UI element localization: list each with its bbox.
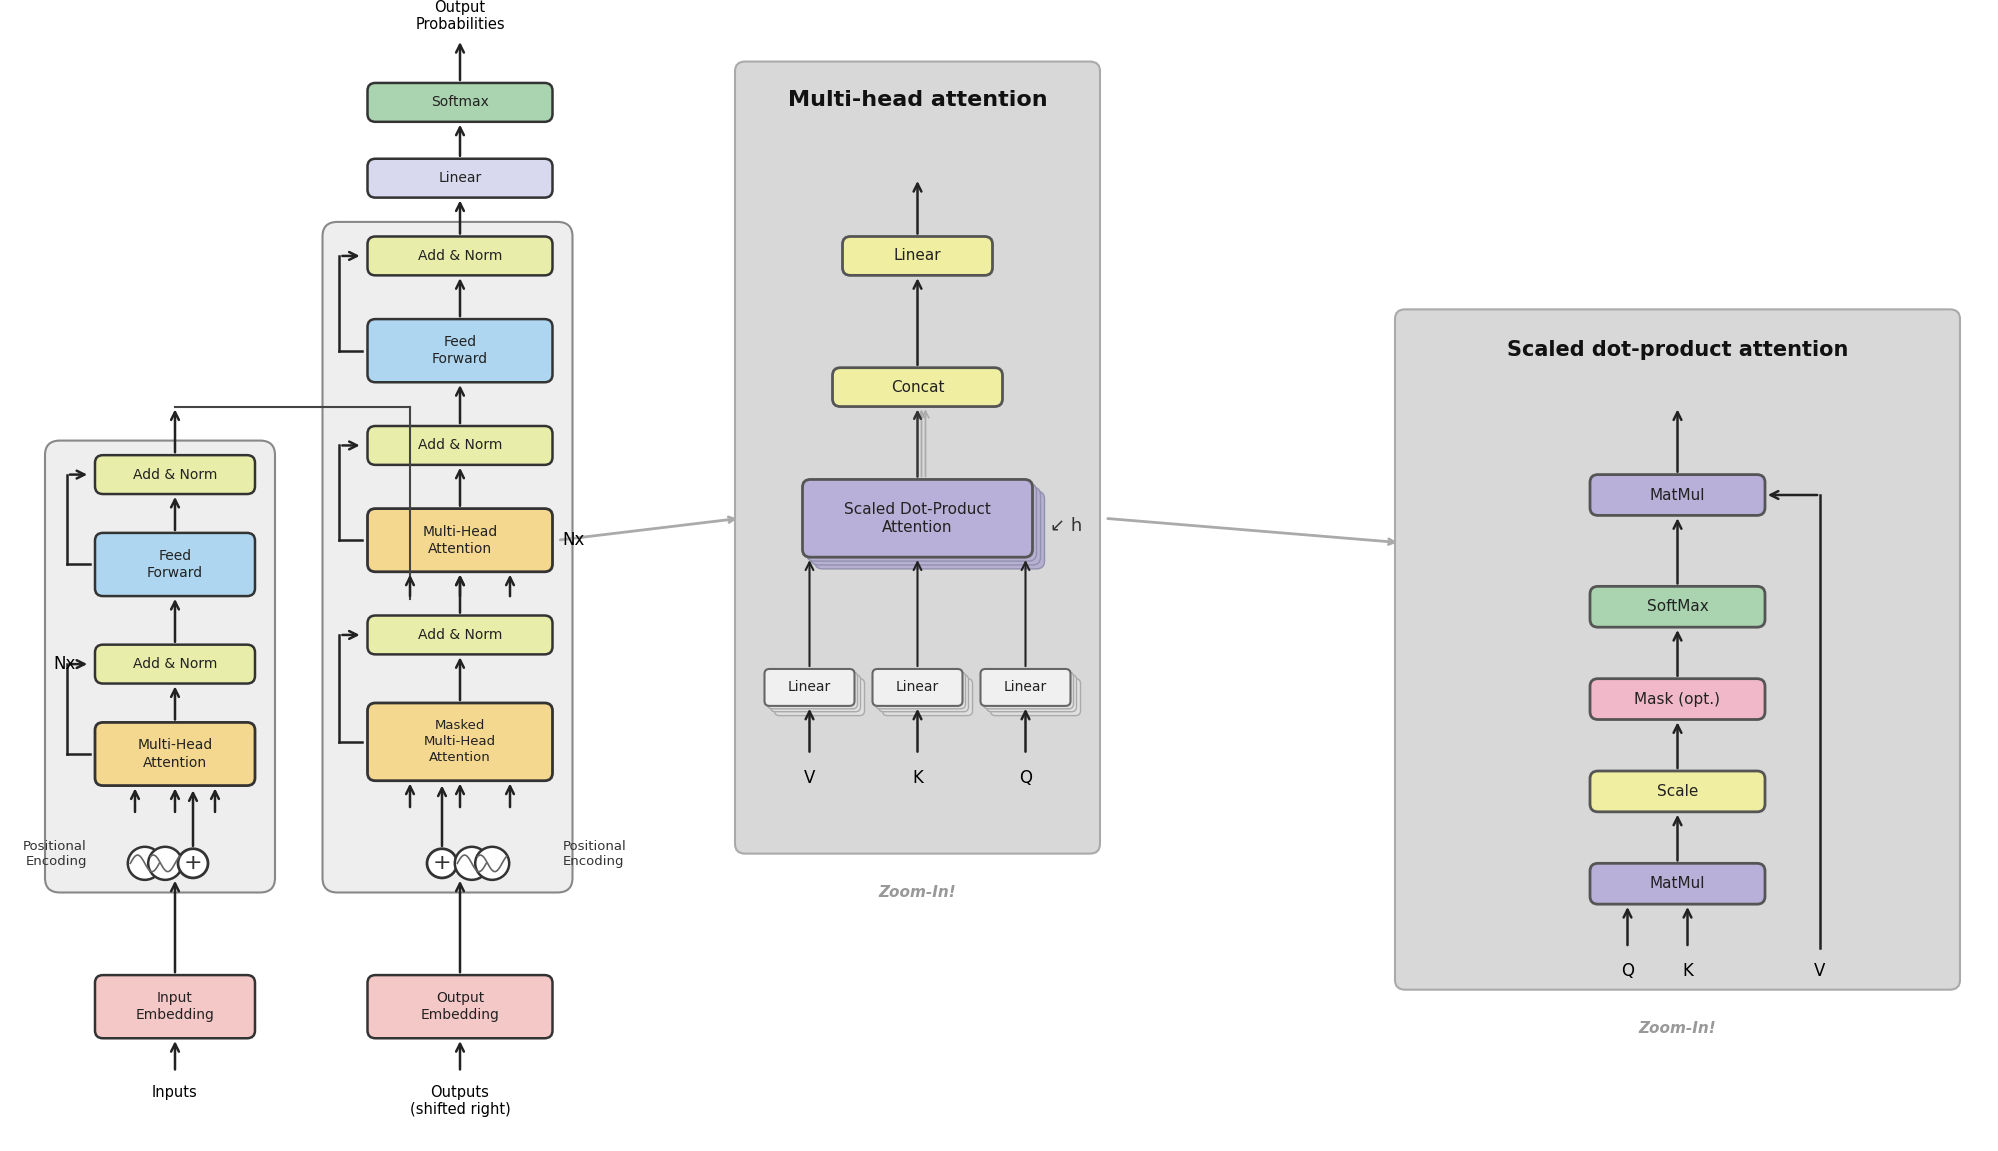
FancyBboxPatch shape bbox=[773, 679, 863, 716]
FancyBboxPatch shape bbox=[979, 669, 1071, 706]
Text: Linear: Linear bbox=[1003, 680, 1047, 694]
FancyBboxPatch shape bbox=[96, 723, 256, 786]
Text: Q: Q bbox=[1019, 769, 1031, 787]
FancyBboxPatch shape bbox=[96, 533, 256, 596]
Text: Output
Probabilities: Output Probabilities bbox=[416, 0, 505, 32]
Text: Zoom-In!: Zoom-In! bbox=[1638, 1021, 1716, 1036]
Text: Nx: Nx bbox=[561, 532, 585, 549]
FancyBboxPatch shape bbox=[809, 487, 1041, 565]
Text: V: V bbox=[1814, 962, 1824, 981]
Circle shape bbox=[148, 847, 182, 879]
FancyBboxPatch shape bbox=[368, 616, 551, 655]
Text: Add & Norm: Add & Norm bbox=[132, 657, 218, 671]
Text: Add & Norm: Add & Norm bbox=[132, 467, 218, 481]
FancyBboxPatch shape bbox=[368, 703, 551, 780]
FancyBboxPatch shape bbox=[1588, 679, 1764, 719]
Text: Multi-head attention: Multi-head attention bbox=[787, 91, 1047, 110]
FancyBboxPatch shape bbox=[368, 83, 551, 122]
Text: Concat: Concat bbox=[891, 380, 943, 395]
Circle shape bbox=[428, 848, 458, 878]
FancyBboxPatch shape bbox=[96, 975, 256, 1038]
Circle shape bbox=[178, 848, 208, 878]
Text: K: K bbox=[911, 769, 923, 787]
FancyBboxPatch shape bbox=[368, 975, 551, 1038]
Text: Zoom-In!: Zoom-In! bbox=[879, 885, 955, 900]
Text: Add & Norm: Add & Norm bbox=[418, 628, 501, 642]
FancyBboxPatch shape bbox=[1588, 474, 1764, 516]
Text: Output
Embedding: Output Embedding bbox=[420, 991, 500, 1022]
Text: SoftMax: SoftMax bbox=[1646, 600, 1708, 615]
FancyBboxPatch shape bbox=[877, 674, 967, 711]
Text: MatMul: MatMul bbox=[1648, 876, 1704, 891]
FancyBboxPatch shape bbox=[96, 645, 256, 684]
FancyBboxPatch shape bbox=[46, 441, 276, 892]
FancyBboxPatch shape bbox=[368, 426, 551, 465]
Text: Multi-Head
Attention: Multi-Head Attention bbox=[422, 525, 498, 556]
FancyBboxPatch shape bbox=[96, 455, 256, 494]
FancyBboxPatch shape bbox=[368, 159, 551, 198]
FancyBboxPatch shape bbox=[1588, 771, 1764, 811]
FancyBboxPatch shape bbox=[1588, 863, 1764, 905]
FancyBboxPatch shape bbox=[1588, 586, 1764, 627]
FancyBboxPatch shape bbox=[875, 672, 965, 709]
Text: ↙ h: ↙ h bbox=[1051, 517, 1083, 535]
FancyBboxPatch shape bbox=[767, 672, 857, 709]
Text: V: V bbox=[803, 769, 815, 787]
FancyBboxPatch shape bbox=[368, 319, 551, 382]
FancyBboxPatch shape bbox=[831, 367, 1003, 406]
Text: Feed
Forward: Feed Forward bbox=[432, 335, 488, 366]
Text: Scaled dot-product attention: Scaled dot-product attention bbox=[1506, 341, 1848, 360]
Text: Masked
Multi-Head
Attention: Masked Multi-Head Attention bbox=[424, 719, 496, 764]
FancyBboxPatch shape bbox=[985, 674, 1077, 711]
FancyBboxPatch shape bbox=[801, 480, 1033, 557]
Text: Q: Q bbox=[1620, 962, 1632, 981]
Text: +: + bbox=[184, 853, 202, 874]
Text: Nx: Nx bbox=[54, 655, 76, 673]
Text: +: + bbox=[432, 853, 452, 874]
Text: Softmax: Softmax bbox=[432, 96, 490, 109]
Circle shape bbox=[456, 847, 490, 879]
Text: Linear: Linear bbox=[893, 249, 941, 264]
Text: Linear: Linear bbox=[438, 171, 482, 185]
Text: Inputs: Inputs bbox=[152, 1085, 198, 1100]
FancyBboxPatch shape bbox=[983, 672, 1073, 709]
Text: Linear: Linear bbox=[787, 680, 831, 694]
FancyBboxPatch shape bbox=[763, 669, 853, 706]
FancyBboxPatch shape bbox=[322, 222, 571, 892]
Text: Mask (opt.): Mask (opt.) bbox=[1634, 692, 1720, 707]
FancyBboxPatch shape bbox=[841, 236, 991, 275]
Circle shape bbox=[128, 847, 162, 879]
FancyBboxPatch shape bbox=[881, 679, 971, 716]
FancyBboxPatch shape bbox=[989, 679, 1081, 716]
Text: Multi-Head
Attention: Multi-Head Attention bbox=[138, 738, 212, 770]
Text: Linear: Linear bbox=[895, 680, 939, 694]
FancyBboxPatch shape bbox=[735, 61, 1099, 854]
Text: K: K bbox=[1680, 962, 1692, 981]
Circle shape bbox=[476, 847, 509, 879]
Text: Positional
Encoding: Positional Encoding bbox=[561, 839, 625, 868]
FancyBboxPatch shape bbox=[871, 669, 961, 706]
Text: Input
Embedding: Input Embedding bbox=[136, 991, 214, 1022]
Text: Scaled Dot-Product
Attention: Scaled Dot-Product Attention bbox=[843, 502, 991, 535]
Text: Add & Norm: Add & Norm bbox=[418, 439, 501, 452]
Text: MatMul: MatMul bbox=[1648, 488, 1704, 503]
Text: Add & Norm: Add & Norm bbox=[418, 249, 501, 262]
FancyBboxPatch shape bbox=[368, 509, 551, 572]
FancyBboxPatch shape bbox=[769, 674, 859, 711]
Text: Outputs
(shifted right): Outputs (shifted right) bbox=[410, 1085, 509, 1118]
Text: Feed
Forward: Feed Forward bbox=[148, 549, 204, 580]
Text: Positional
Encoding: Positional Encoding bbox=[24, 839, 88, 868]
FancyBboxPatch shape bbox=[1395, 310, 1958, 990]
FancyBboxPatch shape bbox=[368, 236, 551, 275]
Text: Scale: Scale bbox=[1656, 784, 1698, 799]
FancyBboxPatch shape bbox=[813, 491, 1045, 569]
FancyBboxPatch shape bbox=[805, 483, 1037, 561]
